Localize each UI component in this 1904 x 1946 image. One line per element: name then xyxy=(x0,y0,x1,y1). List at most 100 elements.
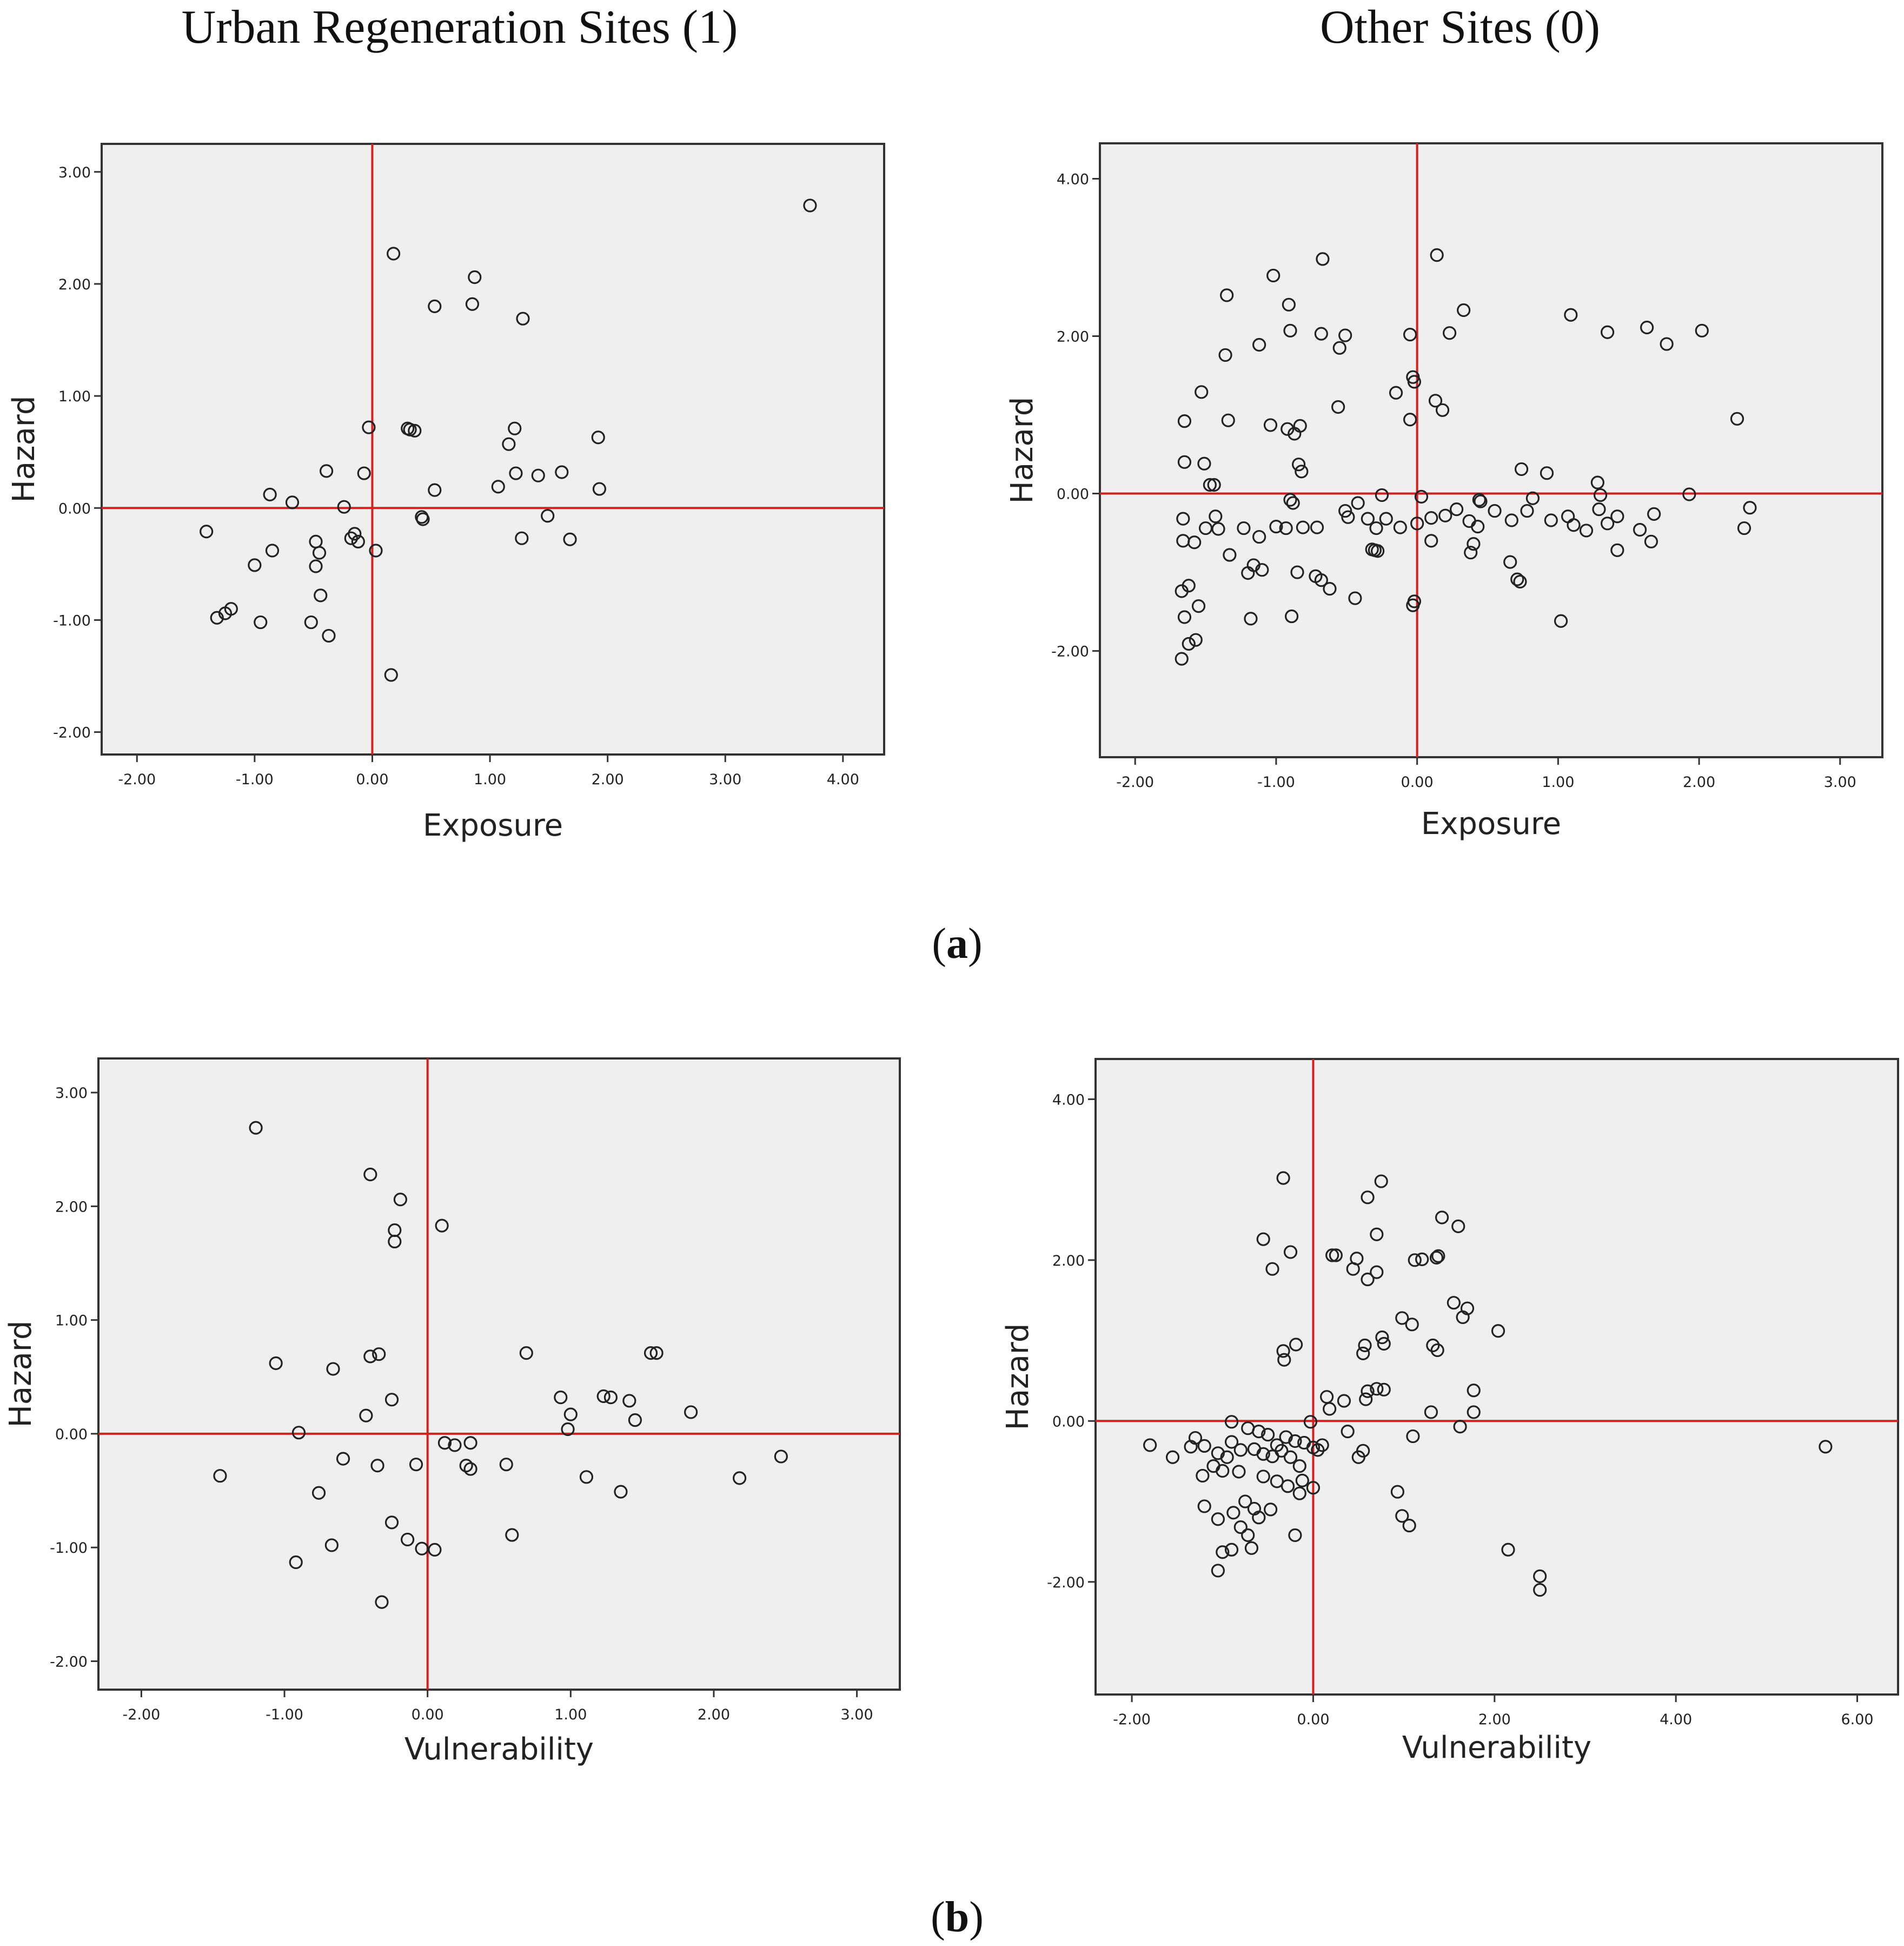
data-point xyxy=(1220,288,1234,302)
data-point xyxy=(463,1436,477,1450)
y-axis-label: Hazard xyxy=(6,396,42,503)
data-point xyxy=(1187,535,1202,550)
data-point xyxy=(1406,1429,1420,1444)
y-tick-label: 0.00 xyxy=(58,500,91,517)
data-point xyxy=(1288,427,1302,441)
data-point xyxy=(314,588,328,603)
y-tick-label: 2.00 xyxy=(55,1199,88,1215)
data-point xyxy=(591,431,605,445)
data-point xyxy=(1610,509,1624,524)
x-tick-label: 3.00 xyxy=(1824,774,1856,791)
x-tick-label: 2.00 xyxy=(698,1706,730,1723)
data-point xyxy=(1567,518,1581,532)
data-point xyxy=(1177,455,1192,469)
data-point xyxy=(1644,534,1658,548)
data-point xyxy=(372,1347,386,1361)
data-point xyxy=(1592,502,1606,517)
data-point xyxy=(448,1438,462,1452)
data-point xyxy=(322,628,336,643)
data-point xyxy=(1510,572,1524,586)
data-point xyxy=(1211,1512,1225,1526)
data-point xyxy=(1474,494,1488,508)
data-point xyxy=(1223,548,1237,562)
data-point xyxy=(1216,1545,1230,1559)
data-point xyxy=(393,1193,407,1207)
data-point xyxy=(324,1538,339,1552)
data-point xyxy=(561,1422,575,1437)
data-point xyxy=(218,606,233,620)
data-point xyxy=(1264,1502,1278,1517)
data-point xyxy=(614,1485,628,1499)
data-point xyxy=(499,1458,513,1472)
y-tick-label: -2.00 xyxy=(53,725,91,742)
y-axis-label: Hazard xyxy=(3,1321,38,1428)
data-point xyxy=(1337,1394,1351,1408)
data-point xyxy=(1282,297,1296,312)
data-point xyxy=(254,615,268,630)
data-point xyxy=(1331,400,1345,414)
data-point xyxy=(265,544,280,558)
data-point xyxy=(592,482,607,496)
y-tick-label: 1.00 xyxy=(55,1313,88,1329)
data-point xyxy=(1323,1402,1337,1416)
y-tick-label: 2.00 xyxy=(58,276,91,293)
data-point xyxy=(1283,1450,1298,1464)
data-point xyxy=(579,1470,594,1484)
data-point xyxy=(465,297,480,311)
data-point xyxy=(1593,488,1608,502)
y-tick-label: 1.00 xyxy=(58,388,91,405)
data-point xyxy=(285,495,300,509)
y-tick-label: 3.00 xyxy=(58,164,91,181)
data-point xyxy=(1233,1443,1248,1457)
data-point xyxy=(428,483,442,497)
data-point xyxy=(1633,522,1647,537)
data-point xyxy=(1424,1405,1438,1419)
data-point xyxy=(1311,1443,1325,1457)
data-point xyxy=(1554,614,1568,628)
data-point xyxy=(269,1356,283,1371)
data-point xyxy=(1430,248,1444,262)
x-tick-label: -2.00 xyxy=(1116,774,1154,791)
scatter-chart-b-right: -2.00 0.00 2.00 4.00 6.00 -2.00 0.00 2.00 4.00 Vu… xyxy=(1000,1058,1899,1765)
data-point xyxy=(1361,1384,1375,1398)
data-point xyxy=(1207,478,1221,492)
data-point xyxy=(622,1394,636,1408)
x-tick-label: 1.00 xyxy=(474,771,506,788)
data-point xyxy=(1743,501,1757,515)
data-point xyxy=(1375,488,1389,502)
data-point xyxy=(1405,1318,1419,1332)
data-point xyxy=(643,1346,658,1360)
data-point xyxy=(1464,546,1478,560)
data-point xyxy=(1407,375,1422,389)
data-point xyxy=(1660,337,1674,351)
data-point xyxy=(1467,1384,1481,1398)
data-point xyxy=(1216,1464,1230,1478)
data-point xyxy=(309,559,323,573)
data-point xyxy=(1288,1434,1302,1448)
data-point xyxy=(1196,1468,1210,1483)
data-point xyxy=(1203,478,1217,492)
y-tick-label: 0.00 xyxy=(1052,1413,1085,1430)
x-tick-label: -2.00 xyxy=(1113,1711,1151,1728)
data-point xyxy=(1266,268,1281,283)
data-point xyxy=(563,1407,578,1421)
data-point xyxy=(516,312,530,326)
data-point xyxy=(1314,573,1328,587)
y-tick-label: 2.00 xyxy=(1057,329,1089,346)
data-point xyxy=(1283,1245,1298,1259)
x-tick-label: 2.00 xyxy=(592,771,624,788)
data-point xyxy=(1415,1252,1429,1266)
data-point xyxy=(1370,1265,1384,1279)
data-point xyxy=(1237,521,1251,535)
data-point xyxy=(1338,504,1352,518)
data-point xyxy=(1296,520,1310,534)
data-point xyxy=(1329,1248,1343,1262)
x-tick-label: -1.00 xyxy=(236,771,274,788)
data-point xyxy=(1358,1338,1372,1353)
data-point xyxy=(1374,1174,1388,1188)
data-point xyxy=(1428,394,1443,408)
data-point xyxy=(1533,1583,1547,1597)
data-point xyxy=(1533,1569,1547,1583)
data-point xyxy=(1338,328,1352,342)
y-tick-label: -1.00 xyxy=(50,1540,88,1557)
